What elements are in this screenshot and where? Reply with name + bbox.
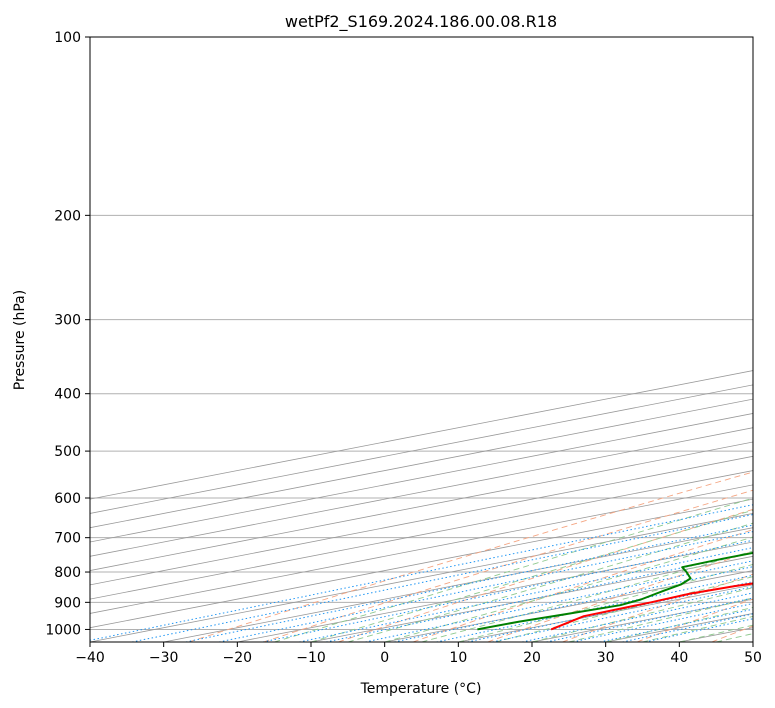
- x-tick-label: −10: [296, 650, 326, 666]
- mixing-ratio-line: [521, 592, 753, 642]
- isotherm-line: [90, 498, 753, 629]
- isotherm-line: [90, 513, 753, 642]
- moist-adiabat-line: [495, 576, 753, 642]
- x-tick-label: 0: [380, 650, 389, 666]
- y-tick-label: 1000: [45, 622, 81, 638]
- x-tick-label: −30: [149, 650, 179, 666]
- mixing-ratio-line: [492, 586, 753, 642]
- x-axis-label: Temperature (°C): [360, 681, 482, 697]
- x-tick-label: 40: [670, 650, 688, 666]
- dry-adiabat-line: [636, 598, 753, 642]
- chart-title: wetPf2_S169.2024.186.00.08.R18: [285, 12, 557, 32]
- moist-adiabat-line: [568, 597, 753, 642]
- dewpoint-profile-line: [477, 551, 753, 631]
- dry-adiabat-line: [562, 573, 753, 642]
- moist-adiabat-line: [310, 509, 753, 642]
- y-tick-label: 200: [54, 208, 81, 224]
- isotherm-line: [163, 527, 753, 642]
- isotherm-line: [679, 627, 753, 642]
- moist-adiabat-line: [274, 497, 753, 642]
- mixing-ratio-line: [185, 524, 753, 642]
- moist-adiabat-line: [458, 563, 753, 642]
- isotherm-line: [752, 641, 753, 642]
- isotherm-line: [384, 570, 753, 642]
- moist-adiabat-line: [716, 633, 753, 642]
- y-tick-label: 700: [54, 531, 81, 547]
- isotherm-line: [90, 413, 753, 543]
- y-tick-label: 300: [54, 313, 81, 329]
- x-tick-label: 20: [523, 650, 541, 666]
- dry-adiabat-line: [188, 471, 753, 642]
- y-tick-label: 500: [54, 444, 81, 460]
- y-tick-label: 800: [54, 565, 81, 581]
- moist-adiabat-line: [531, 587, 753, 642]
- mixing-ratio-line: [131, 514, 753, 642]
- y-tick-label: 600: [54, 491, 81, 507]
- isotherm-line: [90, 455, 753, 586]
- plot-frame: [89, 36, 754, 643]
- mixing-ratio-line: [262, 539, 753, 642]
- x-tick-label: 50: [744, 650, 762, 666]
- dry-adiabat-line: [412, 529, 753, 642]
- mixing-ratio-line: [572, 602, 753, 642]
- isotherm-line: [90, 470, 753, 600]
- y-axis-label: Pressure (hPa): [12, 290, 28, 390]
- y-axis: 100 200 300 400 500 600 700 800 900 1000: [45, 30, 90, 638]
- dry-adiabat-line: [711, 625, 753, 642]
- x-tick-label: −20: [223, 650, 253, 666]
- isotherm-line: [90, 484, 753, 614]
- isotherm-line: [90, 427, 753, 557]
- x-tick-label: 30: [597, 650, 615, 666]
- mixing-ratio-line: [546, 597, 753, 642]
- isotherm-line: [90, 441, 753, 571]
- mixing-ratio-line: [645, 618, 753, 642]
- moist-adiabat-line: [347, 522, 753, 642]
- mixing-ratio-line: [599, 608, 753, 642]
- mixing-ratio-line: [365, 560, 753, 642]
- moist-adiabat-line: [421, 550, 753, 642]
- y-tick-label: 900: [54, 595, 81, 611]
- moist-adiabat-line: [679, 624, 753, 642]
- mixing-ratio-line: [90, 504, 753, 641]
- x-tick-label: 10: [449, 650, 467, 666]
- x-tick-label: −40: [75, 650, 105, 666]
- y-tick-label: 100: [54, 30, 81, 46]
- mixing-ratio-line: [394, 566, 753, 642]
- moist-adiabat-line: [642, 615, 753, 642]
- y-tick-label: 400: [54, 387, 81, 403]
- isotherm-line: [531, 598, 753, 642]
- isotherm-line: [237, 541, 753, 642]
- x-axis: −40 −30 −20 −10 0 10 20 30 40 50: [75, 642, 762, 666]
- dry-adiabat-line: [338, 508, 753, 642]
